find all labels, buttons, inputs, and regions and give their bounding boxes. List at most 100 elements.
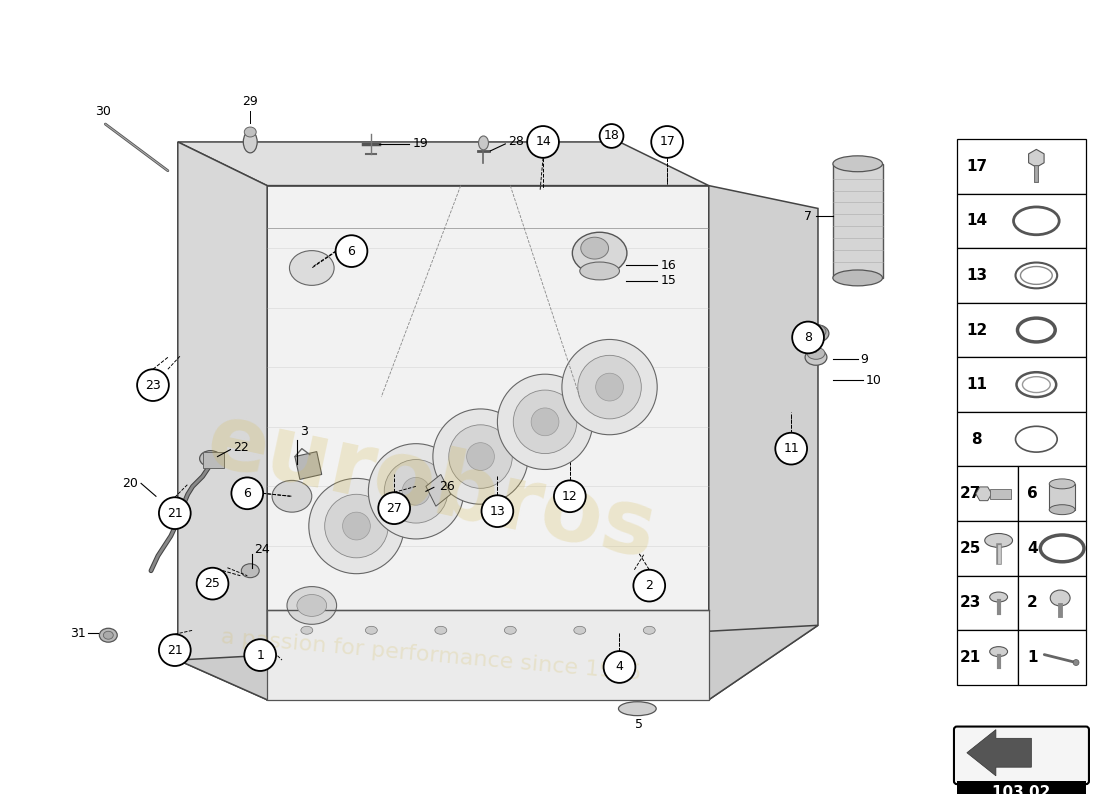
- Circle shape: [1074, 659, 1079, 666]
- Polygon shape: [426, 474, 451, 506]
- Text: 2: 2: [646, 579, 653, 592]
- Ellipse shape: [434, 626, 447, 634]
- Ellipse shape: [618, 702, 657, 716]
- Polygon shape: [957, 248, 1086, 302]
- Text: 6: 6: [1027, 486, 1037, 502]
- Text: 29: 29: [242, 94, 258, 108]
- Ellipse shape: [1049, 479, 1075, 489]
- Text: 21: 21: [167, 644, 183, 657]
- Ellipse shape: [103, 631, 113, 639]
- Text: 7: 7: [804, 210, 812, 223]
- Circle shape: [596, 373, 624, 401]
- Polygon shape: [1019, 576, 1086, 630]
- Text: 28: 28: [508, 135, 525, 149]
- Ellipse shape: [990, 646, 1008, 657]
- Text: 14: 14: [966, 214, 988, 228]
- Ellipse shape: [568, 387, 592, 422]
- Text: 16: 16: [660, 258, 675, 271]
- Text: 25: 25: [205, 577, 220, 590]
- Polygon shape: [957, 412, 1086, 466]
- Text: 103 02: 103 02: [992, 785, 1050, 799]
- Text: 19: 19: [412, 138, 429, 150]
- Text: 12: 12: [562, 490, 578, 502]
- Ellipse shape: [806, 325, 826, 338]
- Text: 4: 4: [1027, 541, 1037, 556]
- Polygon shape: [833, 164, 882, 278]
- Polygon shape: [967, 730, 1032, 776]
- Polygon shape: [267, 610, 708, 700]
- Circle shape: [231, 478, 263, 509]
- Ellipse shape: [1050, 590, 1070, 606]
- Ellipse shape: [99, 628, 118, 642]
- Text: 27: 27: [386, 502, 403, 514]
- Polygon shape: [957, 630, 1019, 685]
- Text: 10: 10: [866, 374, 881, 386]
- Circle shape: [466, 442, 494, 470]
- Polygon shape: [1028, 150, 1044, 167]
- Circle shape: [342, 512, 371, 540]
- Polygon shape: [957, 466, 1019, 521]
- Circle shape: [527, 126, 559, 158]
- Polygon shape: [295, 452, 321, 479]
- Text: 4: 4: [616, 661, 624, 674]
- Ellipse shape: [803, 325, 829, 342]
- Text: 27: 27: [960, 486, 981, 502]
- Circle shape: [600, 124, 624, 148]
- Ellipse shape: [244, 127, 256, 137]
- Text: 2: 2: [1027, 595, 1037, 610]
- Text: eurobros: eurobros: [198, 396, 663, 577]
- Polygon shape: [178, 626, 818, 700]
- Polygon shape: [990, 489, 1011, 498]
- Polygon shape: [1019, 630, 1086, 685]
- Ellipse shape: [199, 450, 221, 466]
- Circle shape: [531, 408, 559, 436]
- Polygon shape: [957, 194, 1086, 248]
- Circle shape: [158, 498, 190, 529]
- Text: 13: 13: [490, 505, 505, 518]
- Polygon shape: [267, 186, 708, 700]
- Circle shape: [368, 444, 463, 539]
- Polygon shape: [957, 302, 1086, 358]
- Text: 30: 30: [96, 105, 111, 118]
- Text: 1: 1: [1027, 650, 1037, 665]
- Ellipse shape: [376, 492, 402, 526]
- Ellipse shape: [272, 480, 311, 512]
- Circle shape: [578, 355, 641, 419]
- Circle shape: [514, 390, 576, 454]
- Circle shape: [792, 322, 824, 354]
- Text: 6: 6: [243, 486, 251, 500]
- Text: 12: 12: [966, 322, 988, 338]
- Polygon shape: [957, 521, 1019, 576]
- Text: 13: 13: [966, 268, 988, 283]
- Ellipse shape: [301, 626, 312, 634]
- Text: 17: 17: [659, 135, 675, 149]
- Ellipse shape: [833, 156, 882, 172]
- Ellipse shape: [241, 564, 260, 578]
- Text: 9: 9: [860, 353, 869, 366]
- Circle shape: [433, 409, 528, 504]
- Ellipse shape: [1049, 505, 1075, 514]
- Circle shape: [482, 495, 514, 527]
- Circle shape: [403, 478, 430, 506]
- Circle shape: [138, 370, 169, 401]
- Text: 15: 15: [660, 274, 676, 287]
- Polygon shape: [957, 576, 1019, 630]
- Polygon shape: [1019, 521, 1086, 576]
- Text: 21: 21: [960, 650, 981, 665]
- Circle shape: [604, 651, 636, 683]
- Ellipse shape: [805, 350, 827, 366]
- Text: 23: 23: [145, 378, 161, 392]
- Ellipse shape: [984, 534, 1012, 547]
- Ellipse shape: [990, 592, 1008, 602]
- Polygon shape: [976, 487, 992, 501]
- Text: 1: 1: [256, 649, 264, 662]
- Circle shape: [244, 639, 276, 671]
- Polygon shape: [202, 452, 224, 469]
- Text: 11: 11: [966, 377, 988, 392]
- Ellipse shape: [581, 238, 608, 259]
- Circle shape: [384, 459, 448, 523]
- Circle shape: [634, 570, 665, 602]
- Circle shape: [324, 494, 388, 558]
- Circle shape: [197, 568, 229, 599]
- Circle shape: [378, 492, 410, 524]
